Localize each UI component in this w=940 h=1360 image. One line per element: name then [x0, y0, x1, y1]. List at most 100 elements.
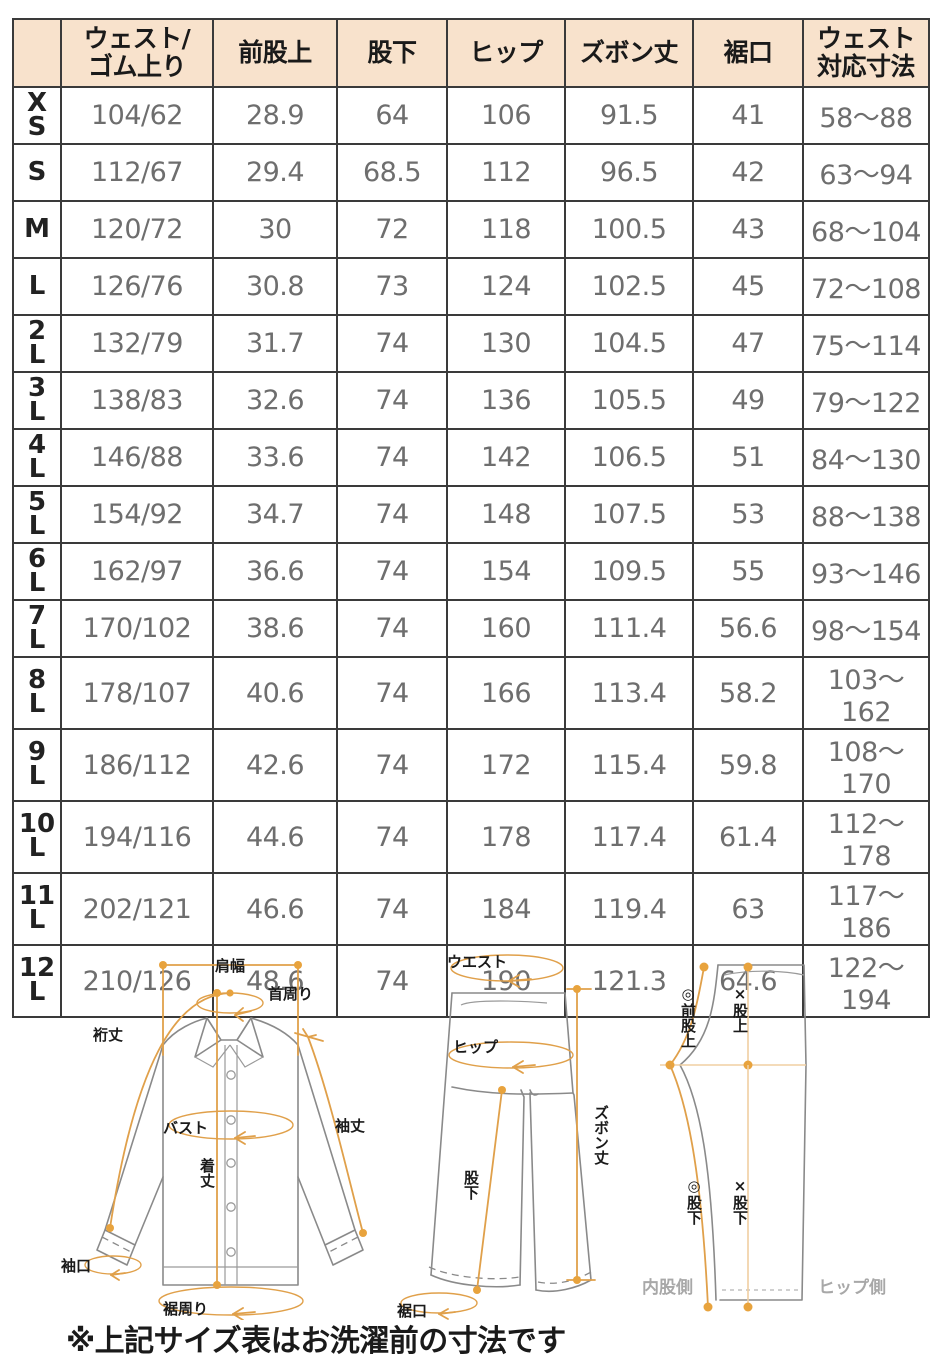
pants-measurement-diagram: ウエスト ヒップ ズボン丈 股下 [395, 945, 645, 1320]
cell-inseam: 74 [336, 800, 448, 874]
cell-pants-length: 109.5 [564, 542, 694, 601]
pants-label-inseam: 股下 [462, 1170, 480, 1201]
cell-waist: 120/72 [60, 200, 214, 259]
column-header-waist: ウェスト/ ゴム上り [60, 18, 214, 88]
table-row: 6 L 162/97 36.6 74 154 109.5 55 93〜146 [12, 542, 930, 601]
table-row: 12 L 210/126 48.6 74 190 121.3 64.6 122〜194 [12, 944, 930, 1018]
table-row: L 126/76 30.8 73 124 102.5 45 72〜108 [12, 257, 930, 316]
table-row: 11 L 202/121 46.6 74 184 119.4 63 117〜186 [12, 872, 930, 946]
table-row: 10 L 194/116 44.6 74 178 117.4 61.4 112〜178 [12, 800, 930, 874]
cell-front-rise: 36.6 [212, 542, 338, 601]
cell-hip: 112 [446, 143, 566, 202]
cell-hip: 166 [446, 656, 566, 730]
cell-waist-range: 103〜162 [802, 656, 930, 730]
size-table-container: ウェスト/ ゴム上り 前股上 股下 ヒップ ズボン丈 [12, 18, 930, 1018]
cell-hip: 172 [446, 728, 566, 802]
size-label-line: 9 [27, 737, 47, 768]
cell-front-rise: 32.6 [212, 371, 338, 430]
cell-pants-length: 105.5 [564, 371, 694, 430]
cell-pants-length: 102.5 [564, 257, 694, 316]
cell-pants-length: 91.5 [564, 86, 694, 145]
pants-label-pants-length: ズボン丈 [592, 1104, 610, 1166]
size-label-line: L [28, 905, 46, 935]
cell-waist: 112/67 [60, 143, 214, 202]
cell-hem-opening: 47 [692, 314, 804, 373]
cell-waist: 170/102 [60, 599, 214, 658]
cell-hip: 142 [446, 428, 566, 487]
cell-front-rise: 33.6 [212, 428, 338, 487]
cell-front-rise: 48.6 [212, 944, 338, 1018]
header-row: ウェスト/ ゴム上り 前股上 股下 ヒップ ズボン丈 [12, 18, 930, 88]
cell-inseam: 74 [336, 944, 448, 1018]
size-label-line: L [28, 977, 46, 1007]
column-header-inseam: 股下 [336, 18, 448, 88]
cell-waist-range: 88〜138 [802, 485, 930, 544]
size-label-line: L [28, 833, 46, 863]
cell-waist-range: 84〜130 [802, 428, 930, 487]
cell-waist-range: 58〜88 [802, 86, 930, 145]
column-header-front-rise: 前股上 [212, 18, 338, 88]
rise-label-incorrect-inseam: ×股下 [731, 1177, 749, 1226]
cell-hem-opening: 58.2 [692, 656, 804, 730]
shirt-label-hem-circumference: 裾周り [163, 1300, 208, 1318]
size-label-line: L [28, 453, 46, 484]
cell-hip: 160 [446, 599, 566, 658]
cell-front-rise: 38.6 [212, 599, 338, 658]
cell-pants-length: 100.5 [564, 200, 694, 259]
cell-waist: 146/88 [60, 428, 214, 487]
cell-waist: 132/79 [60, 314, 214, 373]
cell-front-rise: 29.4 [212, 143, 338, 202]
cell-hip: 130 [446, 314, 566, 373]
rise-label-incorrect-rise: ×股上 [731, 985, 749, 1033]
cell-pants-length: 119.4 [564, 872, 694, 946]
cell-waist: 210/126 [60, 944, 214, 1018]
size-label-line: 6 [27, 543, 47, 574]
cell-hip: 118 [446, 200, 566, 259]
shirt-measurement-diagram: 肩幅 首周り 裄丈 バスト [55, 945, 405, 1320]
size-label-line: M [24, 213, 50, 244]
cell-hem-opening: 56.6 [692, 599, 804, 658]
cell-inseam: 68.5 [336, 143, 448, 202]
cell-hip: 136 [446, 371, 566, 430]
cell-front-rise: 34.7 [212, 485, 338, 544]
cell-hem-opening: 51 [692, 428, 804, 487]
cell-waist-range: 122〜194 [802, 944, 930, 1018]
cell-hem-opening: 49 [692, 371, 804, 430]
size-label-line: 5 [27, 486, 47, 517]
cell-hip: 184 [446, 872, 566, 946]
cell-front-rise: 40.6 [212, 656, 338, 730]
cell-hip: 154 [446, 542, 566, 601]
cell-hem-opening: 63 [692, 872, 804, 946]
cell-inseam: 74 [336, 428, 448, 487]
cell-hip: 148 [446, 485, 566, 544]
size-label-line: L [28, 624, 46, 655]
cell-pants-length: 96.5 [564, 143, 694, 202]
rise-label-hip-side: ヒップ側 [818, 1277, 886, 1298]
size-label-line: 11 [18, 881, 56, 912]
rise-label-correct-front-rise: ◎前股上 [679, 985, 697, 1048]
cell-inseam: 74 [336, 314, 448, 373]
table-row: 8 L 178/107 40.6 74 166 113.4 58.2 103〜162 [12, 656, 930, 730]
pants-label-hip: ヒップ [453, 1038, 499, 1056]
table-row: 5 L 154/92 34.7 74 148 107.5 53 88〜138 [12, 485, 930, 544]
cell-pants-length: 121.3 [564, 944, 694, 1018]
cell-front-rise: 30.8 [212, 257, 338, 316]
cell-front-rise: 46.6 [212, 872, 338, 946]
shirt-label-cuff: 袖口 [61, 1257, 91, 1275]
column-header-waist-range-line-1: 対応寸法 [816, 52, 916, 81]
cell-pants-length: 115.4 [564, 728, 694, 802]
shirt-label-body-length: 着丈 [198, 1157, 216, 1189]
shirt-label-shoulder-width: 肩幅 [215, 957, 245, 975]
cell-size: M [12, 200, 62, 259]
size-label-line: L [28, 339, 46, 370]
rise-measurement-diagram: ◎前股上 ×股上 ◎股下 ×股下 内股側 ヒップ側 [640, 945, 940, 1320]
footnote-text: ※上記サイズ表はお洗濯前の寸法です [66, 1324, 566, 1359]
table-row: 2 L 132/79 31.7 74 130 104.5 47 75〜114 [12, 314, 930, 373]
cell-pants-length: 117.4 [564, 800, 694, 874]
size-label-line: S [27, 156, 47, 187]
size-label-line: S [27, 111, 47, 142]
column-header-waist-range: ウェスト 対応寸法 [802, 18, 930, 88]
size-label-line: 8 [27, 665, 47, 696]
